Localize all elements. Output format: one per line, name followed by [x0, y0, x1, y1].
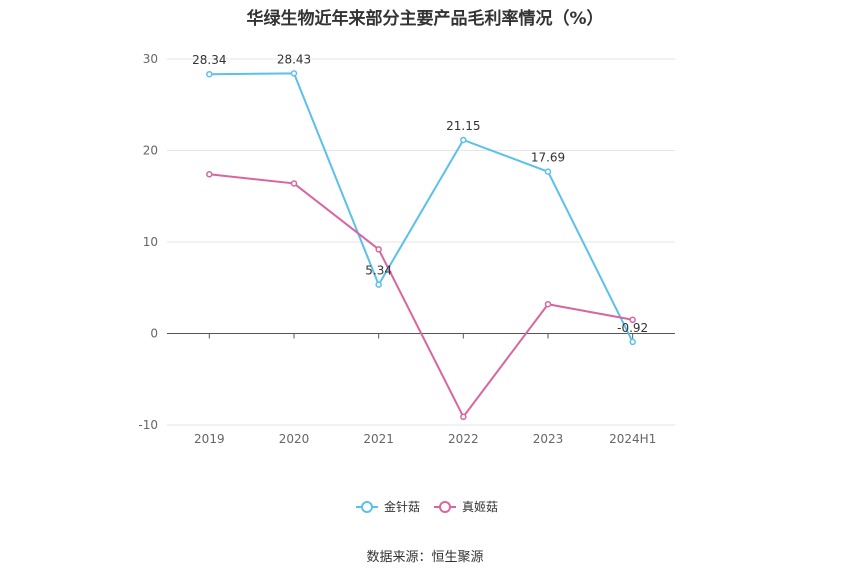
data-point — [544, 300, 552, 308]
legend-label: 金针菇 — [384, 499, 420, 514]
data-label: 28.43 — [277, 52, 311, 66]
data-label: 5.34 — [365, 264, 392, 278]
data-label: 17.69 — [531, 151, 565, 165]
data-point — [206, 171, 213, 178]
legend-marker — [439, 501, 451, 513]
data-point — [460, 136, 467, 144]
x-tick-label: 2019 — [194, 432, 225, 446]
data-label: 28.34 — [192, 53, 226, 67]
series-line-0 — [209, 72, 634, 343]
y-tick-label: 30 — [143, 52, 158, 66]
x-tick-label: 2022 — [448, 432, 479, 446]
data-source: 数据来源：恒生聚源 — [366, 550, 484, 565]
x-tick-label: 2021 — [363, 432, 394, 446]
data-point — [629, 338, 636, 346]
data-point — [290, 70, 298, 77]
legend-marker — [361, 501, 373, 513]
x-tick-label: 2024H1 — [609, 432, 656, 446]
data-point — [629, 316, 636, 324]
data-label: -0.92 — [617, 321, 648, 335]
series-line-1 — [209, 173, 633, 419]
y-tick-label: -10 — [138, 418, 158, 432]
data-point — [544, 168, 552, 175]
data-point — [290, 180, 298, 187]
x-tick-label: 2023 — [533, 432, 564, 446]
y-tick-label: 20 — [143, 144, 158, 158]
x-tick-label: 2020 — [279, 432, 310, 446]
legend-label: 真姬菇 — [462, 500, 498, 514]
chart-title: 华绿生物近年来部分主要产品毛利率情况（%） — [246, 9, 604, 29]
data-point — [460, 413, 467, 421]
y-tick-label: 0 — [150, 327, 158, 341]
data-point — [206, 70, 213, 78]
y-tick-label: 10 — [143, 235, 158, 249]
data-point — [375, 281, 382, 288]
data-label: 21.15 — [446, 119, 480, 133]
data-point — [375, 246, 382, 253]
